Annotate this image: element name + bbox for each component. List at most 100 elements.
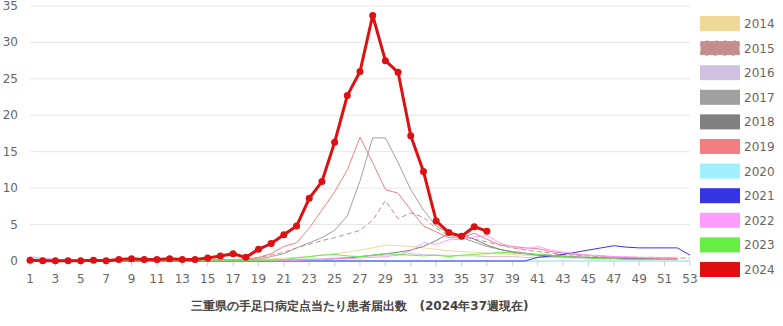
legend-label: 2023 bbox=[744, 238, 775, 252]
point bbox=[344, 92, 351, 99]
legend-label: 2024 bbox=[744, 263, 775, 277]
point bbox=[483, 228, 490, 235]
legend-swatch bbox=[700, 188, 740, 203]
series-line bbox=[30, 137, 677, 260]
point bbox=[268, 240, 275, 247]
x-tick bbox=[436, 261, 437, 266]
x-tick-label: 1 bbox=[26, 272, 34, 286]
legend-label: 2016 bbox=[744, 66, 775, 80]
point bbox=[255, 246, 262, 253]
x-tick bbox=[639, 261, 640, 266]
series-line bbox=[30, 15, 487, 260]
grid-line bbox=[30, 6, 690, 7]
point bbox=[293, 223, 300, 230]
point bbox=[77, 257, 84, 264]
x-tick bbox=[664, 261, 665, 266]
grid-line bbox=[30, 42, 690, 43]
x-tick-label: 23 bbox=[302, 272, 317, 286]
legend-label: 2015 bbox=[744, 42, 775, 56]
x-tick bbox=[690, 261, 691, 266]
point bbox=[395, 69, 402, 76]
x-tick-label: 9 bbox=[128, 272, 136, 286]
point bbox=[407, 132, 414, 139]
point bbox=[242, 254, 249, 261]
point bbox=[179, 256, 186, 263]
point bbox=[420, 168, 427, 175]
series-line bbox=[30, 201, 690, 261]
x-tick-label: 41 bbox=[530, 272, 545, 286]
point bbox=[230, 250, 237, 257]
x-tick bbox=[334, 261, 335, 266]
x-tick bbox=[461, 261, 462, 266]
y-tick-label: 20 bbox=[3, 108, 18, 122]
point bbox=[369, 12, 376, 19]
series-line bbox=[30, 138, 677, 260]
legend-label: 2022 bbox=[744, 214, 775, 228]
point bbox=[192, 256, 199, 263]
x-tick-label: 49 bbox=[632, 272, 647, 286]
series-line bbox=[30, 233, 677, 260]
point bbox=[445, 229, 452, 236]
grid-line bbox=[30, 224, 690, 225]
plot-area bbox=[27, 12, 691, 264]
point bbox=[39, 257, 46, 264]
point bbox=[90, 257, 97, 264]
x-tick bbox=[258, 261, 259, 266]
grid-line bbox=[30, 115, 690, 116]
point bbox=[52, 257, 59, 264]
y-tick-label: 0 bbox=[10, 254, 18, 268]
x-tick-label: 53 bbox=[682, 272, 697, 286]
x-tick bbox=[283, 261, 284, 266]
series-line bbox=[30, 236, 677, 261]
point bbox=[115, 256, 122, 263]
x-tick-label: 35 bbox=[454, 272, 469, 286]
legend-swatch bbox=[700, 16, 740, 31]
point bbox=[217, 252, 224, 259]
point bbox=[471, 223, 478, 230]
legend-label: 2021 bbox=[744, 189, 775, 203]
y-tick-label: 30 bbox=[3, 35, 18, 49]
x-tick-label: 51 bbox=[657, 272, 672, 286]
legend-label: 2020 bbox=[744, 165, 775, 179]
x-tick-label: 37 bbox=[479, 272, 494, 286]
legend-swatch bbox=[700, 41, 740, 56]
x-tick-label: 7 bbox=[102, 272, 110, 286]
x-tick-label: 13 bbox=[175, 272, 190, 286]
x-tick bbox=[613, 261, 614, 266]
x-tick-label: 17 bbox=[225, 272, 240, 286]
point bbox=[382, 57, 389, 64]
point bbox=[141, 256, 148, 263]
chart: 0510152025303513579111315171921232527293… bbox=[0, 0, 783, 326]
x-tick bbox=[309, 261, 310, 266]
x-tick bbox=[233, 261, 234, 266]
x-tick bbox=[385, 261, 386, 266]
x-tick-label: 19 bbox=[251, 272, 266, 286]
legend-label: 2019 bbox=[744, 140, 775, 154]
point bbox=[65, 257, 72, 264]
grid-line bbox=[30, 188, 690, 189]
x-tick bbox=[486, 261, 487, 266]
point bbox=[204, 255, 211, 262]
legend-label: 2018 bbox=[744, 115, 775, 129]
x-tick-label: 45 bbox=[581, 272, 596, 286]
point bbox=[27, 257, 34, 264]
point bbox=[357, 68, 364, 75]
point bbox=[280, 231, 287, 238]
legend-swatch bbox=[700, 237, 740, 252]
title: 三重県の手足口病定点当たり患者届出数 (2024年37週現在) bbox=[191, 299, 528, 313]
x-tick-label: 11 bbox=[149, 272, 164, 286]
x-tick-label: 5 bbox=[77, 272, 85, 286]
x-tick bbox=[410, 261, 411, 266]
legend-swatch bbox=[700, 90, 740, 105]
point bbox=[433, 217, 440, 224]
x-tick-label: 31 bbox=[403, 272, 418, 286]
x-tick-label: 15 bbox=[200, 272, 215, 286]
y-tick-label: 35 bbox=[3, 0, 18, 13]
legend-swatch bbox=[700, 114, 740, 129]
point bbox=[331, 139, 338, 146]
x-tick-label: 33 bbox=[429, 272, 444, 286]
legend-swatch bbox=[700, 139, 740, 154]
legend-swatch bbox=[700, 262, 740, 277]
x-tick bbox=[360, 261, 361, 266]
x-tick bbox=[537, 261, 538, 266]
